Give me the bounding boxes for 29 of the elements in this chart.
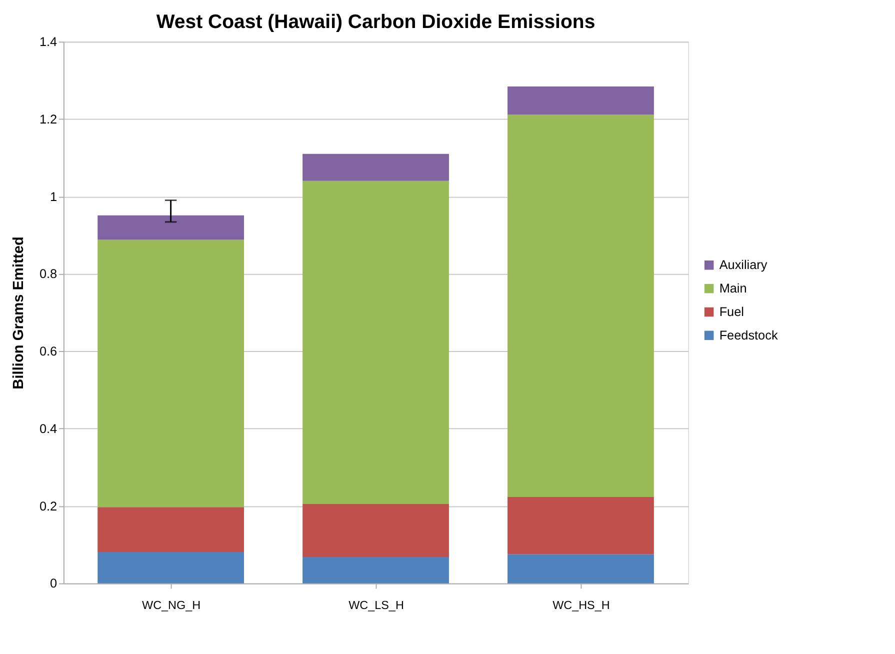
y-tick-label: 1.4 [39, 35, 58, 50]
y-tick-label: 0.4 [39, 422, 58, 436]
y-tick-label: 1.2 [39, 112, 58, 126]
y-tick-label: 0.2 [39, 499, 58, 514]
legend-label: Fuel [719, 304, 744, 319]
bar [302, 557, 449, 584]
y-axis-title: Billion Grams Emitted [10, 236, 27, 390]
legend-label: Main [719, 281, 747, 296]
bar [302, 180, 449, 504]
bar [508, 497, 654, 554]
bar [98, 507, 244, 552]
y-tick-label: 0.6 [39, 344, 58, 359]
bar [98, 215, 244, 240]
x-tick-label: WC_LS_H [348, 599, 404, 612]
bar [508, 114, 654, 498]
chart-title: West Coast (Hawaii) Carbon Dioxide Emissions [156, 10, 596, 33]
y-tick-label: 0.8 [39, 267, 58, 282]
x-tick-label: WC_NG_H [142, 599, 201, 612]
legend-label: Feedstock [719, 328, 778, 342]
bar [302, 154, 449, 181]
bar [508, 86, 654, 115]
x-tick-label: WC_HS_H [552, 599, 610, 612]
bar [98, 240, 244, 508]
bar [302, 504, 449, 558]
bar [508, 554, 654, 584]
legend-label: Auxiliary [719, 258, 768, 272]
y-tick-label: 1 [50, 190, 58, 204]
bar [98, 552, 244, 584]
y-tick-label: 0 [50, 576, 58, 591]
